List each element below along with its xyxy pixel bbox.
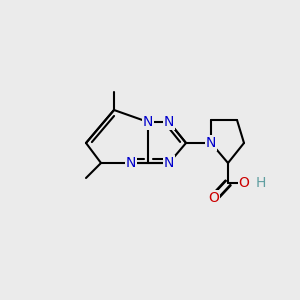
Text: N: N <box>164 156 174 170</box>
Text: H: H <box>256 176 266 190</box>
Text: N: N <box>126 156 136 170</box>
Text: N: N <box>143 115 153 129</box>
Text: O: O <box>238 176 249 190</box>
Text: N: N <box>164 115 174 129</box>
Text: N: N <box>206 136 216 150</box>
Text: O: O <box>208 191 219 205</box>
